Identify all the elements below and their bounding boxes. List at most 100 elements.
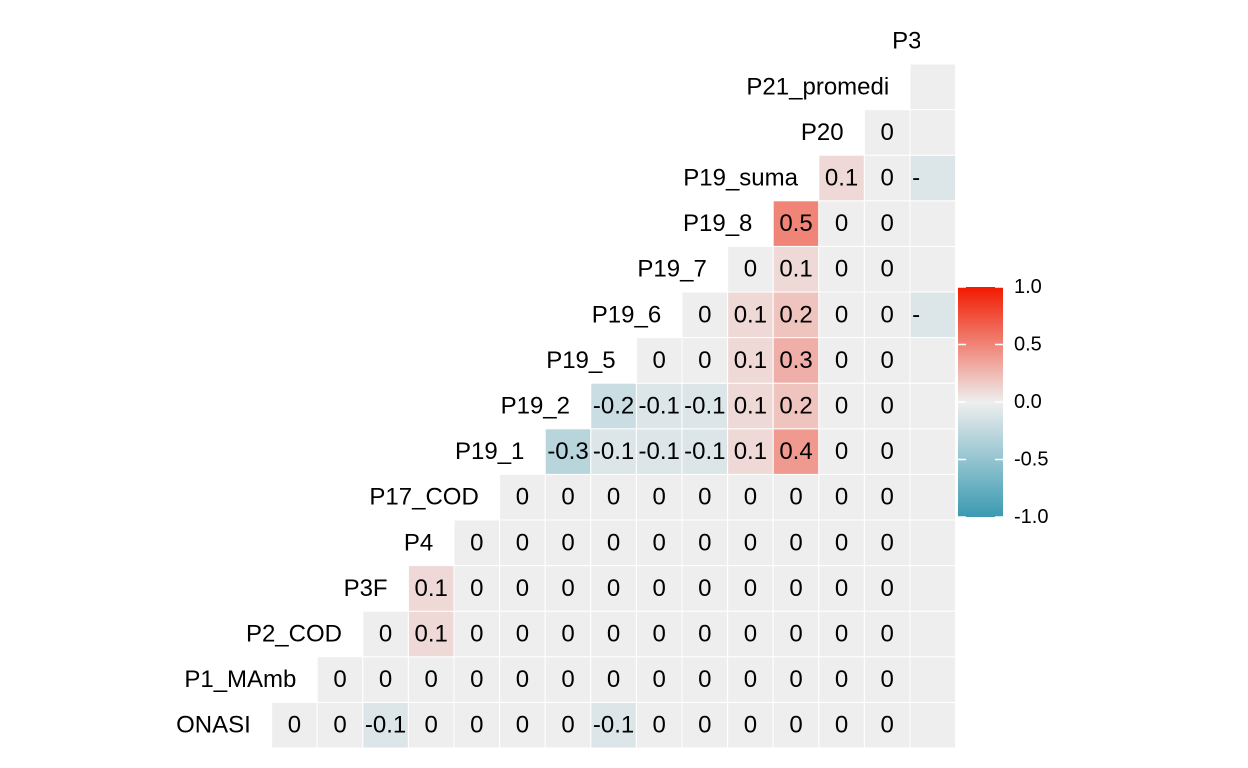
cell-value-label: -0.1 (365, 712, 406, 739)
cell-value-label: 0 (881, 621, 894, 648)
heatmap-cell (863, 473, 911, 521)
cell-value-label: 0 (516, 712, 529, 739)
color-legend: 1.0 0.5 0.0 -0.5 -1.0 (958, 276, 1048, 528)
legend-tick-label: 0.5 (1014, 334, 1042, 356)
cell-value-label: 0 (561, 666, 574, 693)
heatmap-cell (681, 291, 729, 339)
heatmap-cell (909, 291, 957, 339)
heatmap-cell (772, 701, 820, 749)
heatmap-cell (909, 63, 957, 111)
cell-value-label: 0 (881, 256, 894, 283)
cell-value-label: -0.1 (639, 393, 680, 420)
cell-value-label: 0 (881, 438, 894, 465)
cell-value-label: 0 (881, 347, 894, 374)
heatmap-cell (590, 428, 637, 475)
cell-value-label: 0 (835, 393, 848, 420)
heatmap-cell (818, 473, 865, 521)
cell-value-label: 0 (561, 575, 574, 602)
cell-value-label: 0 (653, 712, 666, 739)
cell-value-label: 0 (653, 575, 666, 602)
heatmap-cell (681, 382, 729, 430)
heatmap-cell (499, 701, 546, 749)
cell-value-label: 0 (789, 484, 802, 511)
cell-value-label: 0 (653, 529, 666, 556)
heatmap-cell (590, 610, 637, 658)
cell-value-label: 0 (653, 621, 666, 648)
heatmap-cell (863, 109, 911, 156)
heatmap-cell (909, 154, 957, 202)
heatmap-cell (909, 473, 957, 521)
cell-value-label: 0 (789, 621, 802, 648)
heatmap-cell (772, 519, 820, 567)
heatmap-cell (863, 337, 911, 384)
heatmap-cell (772, 291, 820, 339)
heatmap-cell (772, 337, 820, 384)
heatmap-cell (818, 656, 865, 703)
cell-value-label: -0.1 (684, 438, 725, 465)
heatmap-cell (681, 337, 729, 384)
cell-value-label: 0 (744, 575, 757, 602)
cell-value-label: -0.1 (593, 438, 634, 465)
cell-value-label: 0 (835, 210, 848, 237)
heatmap-cell (681, 701, 729, 749)
cell-value-label: 0 (835, 256, 848, 283)
cell-value-label: 0.4 (779, 438, 812, 465)
cell-value-label: 0 (698, 484, 711, 511)
cell-value-label: 0 (561, 621, 574, 648)
heatmap-cell (635, 656, 683, 703)
heatmap-cell (909, 656, 957, 703)
heatmap-cell (316, 656, 364, 703)
heatmap-cell (863, 610, 911, 658)
heatmap-cell (818, 337, 865, 384)
variable-label: P19_2 (501, 393, 570, 420)
cell-value-label: 0 (835, 301, 848, 328)
variable-label: P2_COD (246, 621, 342, 648)
heatmap-cell (407, 656, 455, 703)
cell-value-label: 0 (607, 529, 620, 556)
cell-value-label: 0 (789, 575, 802, 602)
heatmap-cell (453, 701, 501, 749)
cell-value-label: 0 (561, 712, 574, 739)
cell-value-label: -0.1 (593, 712, 634, 739)
heatmap-cell (544, 610, 592, 658)
heatmap-cell (499, 565, 546, 612)
variable-label: P21_promedi (746, 73, 889, 100)
heatmap-cell (681, 519, 729, 567)
heatmap-cell (453, 656, 501, 703)
heatmap-cell (635, 473, 683, 521)
cell-value-label: -0.1 (639, 438, 680, 465)
cell-value-label: 0 (698, 575, 711, 602)
cell-value-label: 0 (744, 484, 757, 511)
cell-value-label: 0 (470, 712, 483, 739)
heatmap-cell (863, 656, 911, 703)
heatmap-cell (681, 473, 729, 521)
heatmap-cell (635, 610, 683, 658)
cell-value-label: 0.5 (779, 210, 812, 237)
cell-value-label: 0 (516, 575, 529, 602)
cell-value-label: 0 (470, 529, 483, 556)
variable-label: P19_suma (683, 165, 798, 192)
variable-label: P20 (801, 119, 844, 146)
cell-value-label: 0 (607, 484, 620, 511)
cell-value-label: 0 (698, 301, 711, 328)
cell-value-label: 0 (607, 575, 620, 602)
cell-value-label: 0.2 (779, 301, 812, 328)
cell-value-label: 0 (425, 712, 438, 739)
cell-value-label: 0 (470, 621, 483, 648)
heatmap-cell (590, 473, 637, 521)
cell-value-label: 0.2 (779, 393, 812, 420)
heatmap-cell (727, 519, 774, 567)
cell-value-label: 0 (516, 666, 529, 693)
cell-value-label: 0 (379, 621, 392, 648)
cell-value-label: 0 (835, 621, 848, 648)
cell-value-label: 0 (744, 529, 757, 556)
cell-value-label: 0 (516, 621, 529, 648)
cell-value-label: 0 (653, 347, 666, 374)
variable-label: P19_7 (637, 256, 706, 283)
cell-value-label: 0.1 (825, 165, 858, 192)
heatmap-cell (544, 428, 592, 475)
cell-value-label: 0.1 (734, 393, 767, 420)
heatmap-cell (863, 382, 911, 430)
cell-value-label: 0 (881, 393, 894, 420)
